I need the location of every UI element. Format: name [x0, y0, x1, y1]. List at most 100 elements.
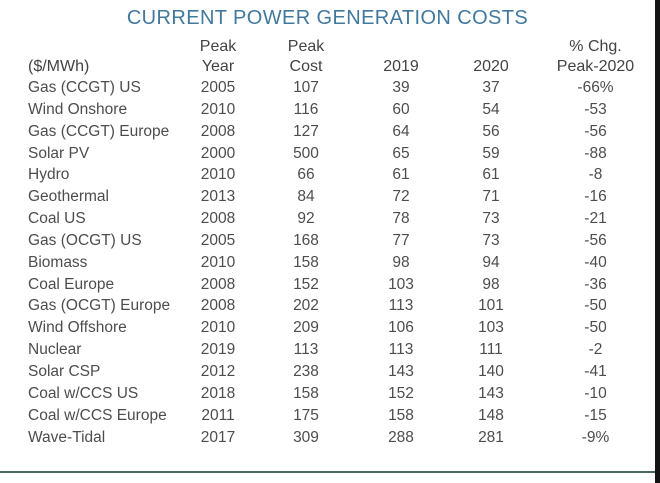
column-header-peak-cost: Peak Cost [256, 37, 356, 77]
technology-cell: Gas (CCGT) US [28, 79, 141, 96]
value-cell: 168 [293, 231, 319, 249]
value-cell: 175 [293, 406, 319, 424]
column-header-2019: 2019 [356, 37, 446, 77]
value-cell: 143 [388, 362, 414, 380]
value-cell: 143 [478, 384, 504, 402]
column-header-2020: 2020 [446, 37, 536, 77]
technology-cell: Coal Europe [28, 275, 115, 293]
table-row: Geothermal 2013 84 72 71 -16 [0, 186, 655, 208]
value-cell: 2010 [200, 253, 236, 271]
page-title: CURRENT POWER GENERATION COSTS [126, 7, 529, 29]
value-cell: -41 [584, 362, 607, 380]
value-cell: -53 [584, 100, 607, 118]
value-cell: 309 [293, 428, 319, 446]
value-cell: -2 [588, 341, 603, 359]
right-edge-strip [655, 0, 660, 483]
technology-cell: Solar PV [28, 144, 90, 162]
table-row: Coal US 2008 92 78 73 -21 [0, 208, 655, 230]
technology-cell: Wind Offshore [28, 319, 127, 337]
value-cell: 2008 [200, 275, 236, 293]
value-cell: 281 [478, 428, 504, 446]
value-cell: 2008 [200, 297, 236, 315]
column-header-peak-year: Peak Year [180, 37, 256, 77]
value-cell: 37 [482, 79, 500, 96]
value-cell: -56 [584, 122, 607, 140]
value-cell: 77 [392, 231, 410, 249]
value-cell: 73 [482, 231, 500, 249]
value-cell: 2010 [200, 166, 236, 184]
column-header-line2: 2020 [473, 58, 509, 75]
value-cell: 2010 [200, 100, 236, 118]
value-cell: 209 [293, 319, 319, 337]
table-row: Coal w/CCS Europe 2011 175 158 148 -15 [0, 405, 655, 427]
table-row: Wind Offshore 2010 209 106 103 -50 [0, 317, 655, 339]
technology-cell: Coal w/CCS US [28, 384, 139, 402]
value-cell: 84 [297, 188, 315, 206]
value-cell: 148 [478, 406, 504, 424]
technology-cell: Gas (OCGT) US [28, 231, 142, 249]
column-header-line2: 2019 [383, 58, 419, 75]
table-row: Solar PV 2000 500 65 59 -88 [0, 143, 655, 165]
value-cell: 60 [392, 100, 410, 118]
value-cell: 158 [388, 406, 414, 424]
technology-cell: Gas (OCGT) Europe [28, 297, 171, 315]
table-row: Nuclear 2019 113 113 111 -2 [0, 339, 655, 361]
table-row: Gas (CCGT) Europe 2008 127 64 56 -56 [0, 121, 655, 143]
column-header-line2: ($/MWh) [28, 58, 90, 75]
value-cell: 65 [392, 144, 410, 162]
value-cell: -16 [584, 188, 607, 206]
technology-cell: Nuclear [28, 341, 82, 359]
value-cell: 61 [482, 166, 500, 184]
technology-cell: Biomass [28, 253, 88, 271]
value-cell: 66 [297, 166, 315, 184]
value-cell: 39 [392, 79, 410, 96]
value-cell: 140 [478, 362, 504, 380]
costs-table: ($/MWh) Peak Year Peak Cost 2019 2020 [0, 37, 655, 448]
value-cell: -88 [584, 144, 607, 162]
value-cell: 2008 [200, 122, 236, 140]
value-cell: -66% [577, 79, 614, 96]
technology-cell: Geothermal [28, 188, 109, 206]
value-cell: 2011 [201, 406, 235, 424]
value-cell: 103 [478, 319, 504, 337]
value-cell: 238 [293, 362, 319, 380]
value-cell: 288 [388, 428, 414, 446]
value-cell: -40 [584, 253, 607, 271]
column-header-technology: ($/MWh) [0, 37, 180, 77]
value-cell: 92 [297, 210, 315, 228]
technology-cell: Wind Onshore [28, 100, 128, 118]
table-row: Gas (CCGT) US 2005 107 39 37 -66% [0, 77, 655, 99]
table-header: ($/MWh) Peak Year Peak Cost 2019 2020 [0, 37, 655, 77]
technology-cell: Solar CSP [28, 362, 101, 380]
column-header-pct-change: % Chg. Peak-2020 [536, 37, 655, 77]
value-cell: 78 [392, 210, 410, 228]
value-cell: 2008 [200, 210, 236, 228]
value-cell: 2013 [200, 188, 236, 206]
column-header-line1: Peak [199, 38, 237, 55]
value-cell: 113 [388, 297, 414, 315]
value-cell: 106 [388, 319, 414, 337]
value-cell: 500 [293, 144, 319, 162]
column-header-line2: Cost [289, 58, 323, 75]
table-row: Coal w/CCS US 2018 158 152 143 -10 [0, 383, 655, 405]
table-body: Gas (CCGT) US 2005 107 39 37 -66% Wind Onshore… [0, 77, 655, 448]
table-row: Biomass 2010 158 98 94 -40 [0, 252, 655, 274]
value-cell: 2012 [200, 362, 236, 380]
bottom-rule [0, 471, 655, 473]
technology-cell: Wave-Tidal [28, 428, 106, 446]
column-header-line1: Peak [287, 38, 325, 55]
value-cell: 101 [478, 297, 504, 315]
value-cell: -8 [588, 166, 603, 184]
technology-cell: Coal US [28, 210, 86, 228]
technology-cell: Hydro [28, 166, 70, 184]
table-row: Gas (OCGT) US 2005 168 77 73 -56 [0, 230, 655, 252]
value-cell: 56 [482, 122, 500, 140]
value-cell: 127 [293, 122, 319, 140]
value-cell: 59 [482, 144, 500, 162]
value-cell: 116 [293, 100, 319, 118]
column-header-line2: Year [201, 58, 235, 75]
value-cell: 2017 [200, 428, 236, 446]
value-cell: -50 [584, 319, 607, 337]
technology-cell: Coal w/CCS Europe [28, 406, 167, 424]
